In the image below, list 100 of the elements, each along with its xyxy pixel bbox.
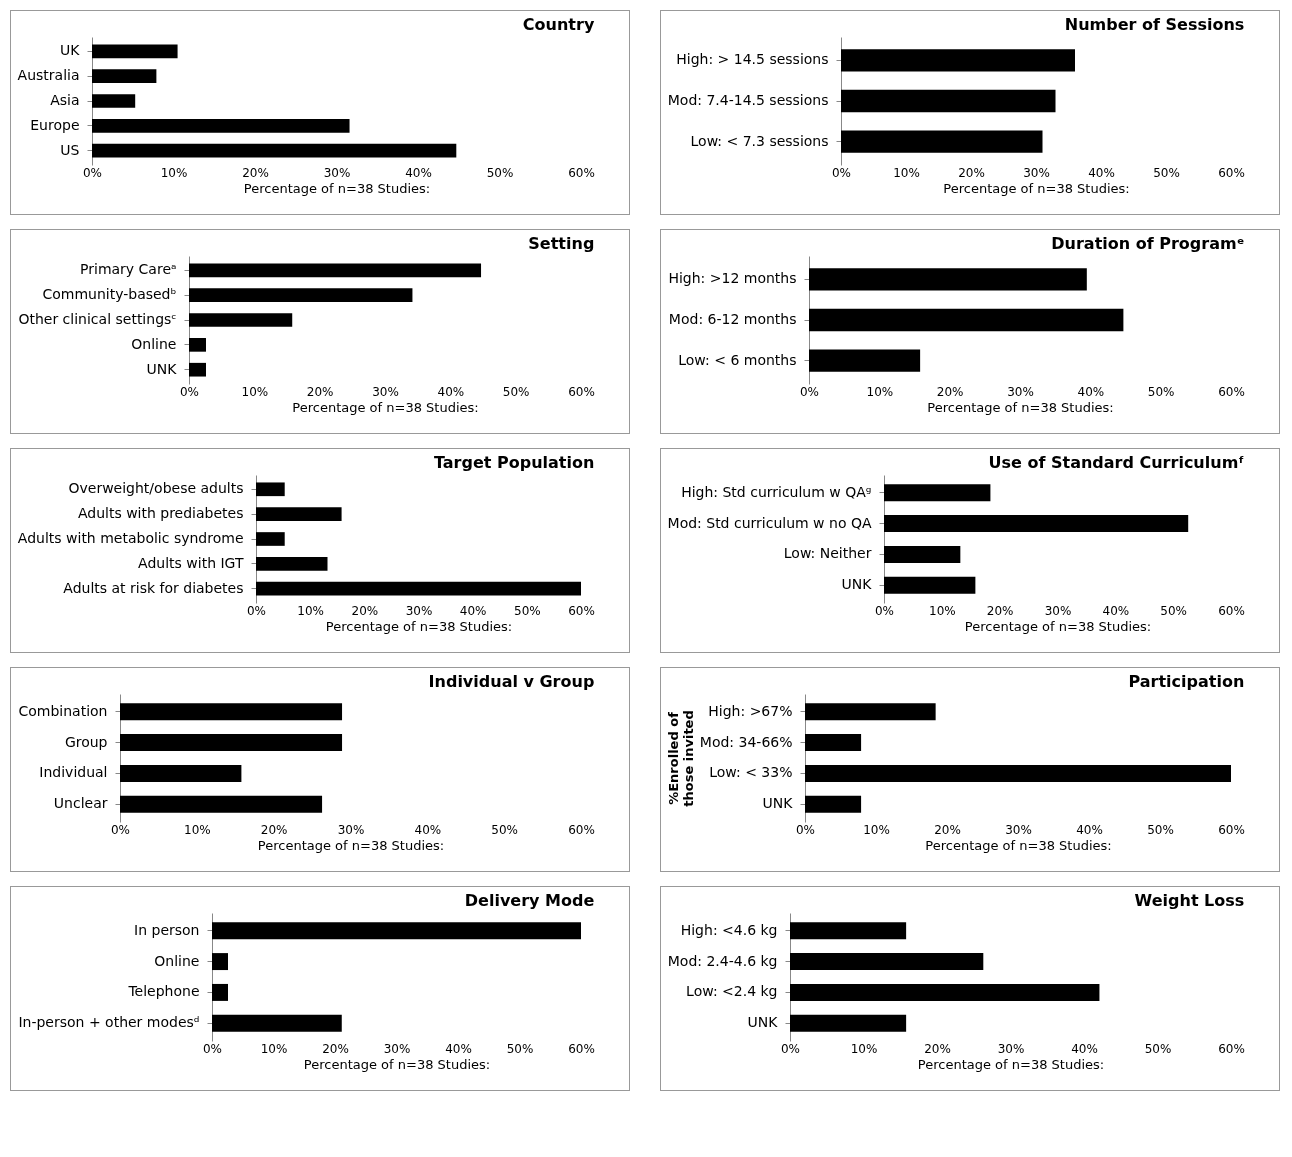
y-tick-label: High: >67% (708, 702, 793, 719)
x-tick-label: 30% (1023, 165, 1050, 180)
chart-title: Duration of Programᵉ (1051, 234, 1245, 253)
x-tick-label: 0% (799, 384, 820, 399)
y-tick-label: Australia (17, 67, 80, 84)
bar (189, 338, 206, 352)
y-tick-label: Adults with IGT (138, 554, 244, 571)
bar (809, 308, 1124, 332)
bar (92, 143, 457, 158)
y-tick-label: Group (64, 733, 108, 750)
x-tick-label: 10% (929, 603, 956, 618)
x-tick-label: 20% (306, 384, 334, 399)
x-tick-label: 50% (514, 603, 541, 618)
x-tick-label: 40% (459, 603, 487, 618)
chart-title: Delivery Mode (464, 891, 595, 910)
x-tick-label: 60% (568, 1041, 595, 1056)
y-tick-label: Low: <2.4 kg (686, 983, 778, 1000)
x-tick-label: 0% (82, 165, 103, 180)
x-tick-label: 0% (780, 1041, 801, 1056)
x-tick-label: 60% (568, 384, 595, 399)
chart-title: Use of Standard Curriculumᶠ (988, 453, 1245, 472)
y-tick-label: Mod: 34-66% (699, 733, 793, 750)
x-tick-label: 10% (893, 165, 920, 180)
y-tick-label: Telephone (127, 983, 200, 1000)
bar (884, 576, 976, 594)
y-tick-label: Mod: Std curriculum w no QA (667, 514, 872, 531)
x-tick-label: 60% (568, 603, 595, 618)
y-axis-title: %Enrolled of those invited (665, 710, 696, 807)
y-tick-label: Low: < 6 months (678, 351, 797, 368)
x-tick-label: 60% (568, 165, 595, 180)
x-tick-label: 10% (297, 603, 324, 618)
y-tick-label: Low: < 7.3 sessions (690, 132, 829, 149)
x-tick-label: 20% (322, 1041, 349, 1056)
x-tick-label: 20% (958, 165, 985, 180)
bar (256, 507, 342, 521)
x-axis-title: Percentage of n=38 Studies: (243, 180, 431, 196)
x-tick-label: 30% (997, 1041, 1025, 1056)
bar (92, 94, 136, 108)
bar (841, 130, 1043, 153)
bar (809, 349, 921, 372)
x-tick-label: 50% (1153, 165, 1180, 180)
x-tick-label: 0% (795, 822, 816, 837)
y-tick-label: High: <4.6 kg (680, 921, 778, 938)
x-tick-label: 60% (1218, 165, 1245, 180)
x-axis-title: Percentage of n=38 Studies: (292, 399, 479, 415)
bar (256, 581, 581, 596)
x-tick-label: 10% (850, 1041, 878, 1056)
bar (805, 734, 862, 752)
x-tick-label: 10% (241, 384, 269, 399)
bar (809, 268, 1087, 291)
x-tick-label: 0% (874, 603, 895, 618)
x-axis-title: Percentage of n=38 Studies: (964, 618, 1152, 634)
bar (189, 313, 293, 327)
y-tick-label: Asia (50, 92, 80, 108)
y-tick-label: Low: < 33% (709, 764, 793, 781)
y-tick-label: Unclear (53, 795, 108, 812)
x-tick-label: 40% (1077, 384, 1105, 399)
x-tick-label: 60% (1218, 384, 1245, 399)
bar (92, 119, 350, 133)
y-tick-label: UNK (762, 795, 794, 812)
x-tick-label: 50% (1160, 603, 1187, 618)
x-tick-label: 0% (179, 384, 200, 399)
x-tick-label: 10% (184, 822, 211, 837)
chart-title: Weight Loss (1134, 891, 1245, 910)
y-tick-label: High: > 14.5 sessions (676, 51, 829, 68)
y-tick-label: UNK (146, 360, 178, 377)
x-axis-title: Percentage of n=38 Studies: (917, 1056, 1105, 1072)
bar (92, 44, 178, 59)
x-tick-label: 40% (1102, 603, 1130, 618)
bar (256, 532, 285, 546)
x-tick-label: 60% (568, 822, 595, 837)
bar (256, 557, 328, 571)
chart-title: Individual v Group (428, 672, 595, 691)
x-tick-label: 0% (202, 1041, 223, 1056)
y-tick-label: Online (154, 952, 200, 969)
x-tick-label: 40% (1088, 165, 1115, 180)
y-tick-label: Overweight/obese adults (68, 480, 244, 497)
y-tick-label: UNK (841, 576, 873, 593)
y-tick-label: Mod: 2.4-4.6 kg (667, 952, 778, 969)
x-tick-label: 40% (1071, 1041, 1098, 1056)
bar (120, 764, 242, 782)
y-tick-label: Combination (18, 702, 108, 719)
x-tick-label: 60% (1218, 603, 1245, 618)
y-tick-label: In person (134, 921, 200, 938)
bar (884, 545, 961, 563)
y-tick-label: Individual (39, 764, 108, 781)
bar (805, 764, 1231, 782)
x-axis-title: Percentage of n=38 Studies: (943, 180, 1130, 196)
x-tick-label: 30% (323, 165, 351, 180)
y-tick-label: UK (60, 42, 81, 59)
y-tick-label: Adults with prediabetes (77, 505, 244, 522)
x-tick-label: 50% (506, 1041, 534, 1056)
bar (189, 288, 413, 302)
x-tick-label: 50% (502, 384, 530, 399)
y-tick-label: Adults at risk for diabetes (63, 579, 244, 596)
y-tick-label: US (60, 141, 80, 158)
x-tick-label: 20% (986, 603, 1014, 618)
x-tick-label: 60% (1218, 822, 1245, 837)
x-tick-label: 30% (405, 603, 433, 618)
bar (805, 795, 862, 813)
